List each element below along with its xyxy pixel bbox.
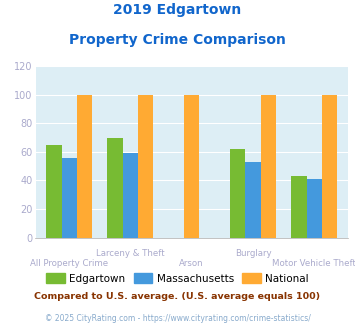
Text: Arson: Arson xyxy=(179,259,204,268)
Bar xyxy=(184,95,200,238)
Text: Property Crime Comparison: Property Crime Comparison xyxy=(69,33,286,47)
Bar xyxy=(77,95,92,238)
Text: Compared to U.S. average. (U.S. average equals 100): Compared to U.S. average. (U.S. average … xyxy=(34,292,321,301)
Bar xyxy=(138,95,153,238)
Bar xyxy=(230,149,245,238)
Bar xyxy=(307,179,322,238)
Text: 2019 Edgartown: 2019 Edgartown xyxy=(113,3,242,17)
Bar xyxy=(46,145,61,238)
Bar xyxy=(61,157,77,238)
Bar xyxy=(108,138,123,238)
Text: Motor Vehicle Theft: Motor Vehicle Theft xyxy=(272,259,355,268)
Bar xyxy=(123,153,138,238)
Text: All Property Crime: All Property Crime xyxy=(30,259,108,268)
Text: Larceny & Theft: Larceny & Theft xyxy=(96,249,165,258)
Text: Burglary: Burglary xyxy=(235,249,271,258)
Bar xyxy=(291,176,307,238)
Bar xyxy=(261,95,276,238)
Bar xyxy=(245,162,261,238)
Bar xyxy=(322,95,337,238)
Text: © 2025 CityRating.com - https://www.cityrating.com/crime-statistics/: © 2025 CityRating.com - https://www.city… xyxy=(45,314,310,323)
Legend: Edgartown, Massachusetts, National: Edgartown, Massachusetts, National xyxy=(42,269,313,288)
